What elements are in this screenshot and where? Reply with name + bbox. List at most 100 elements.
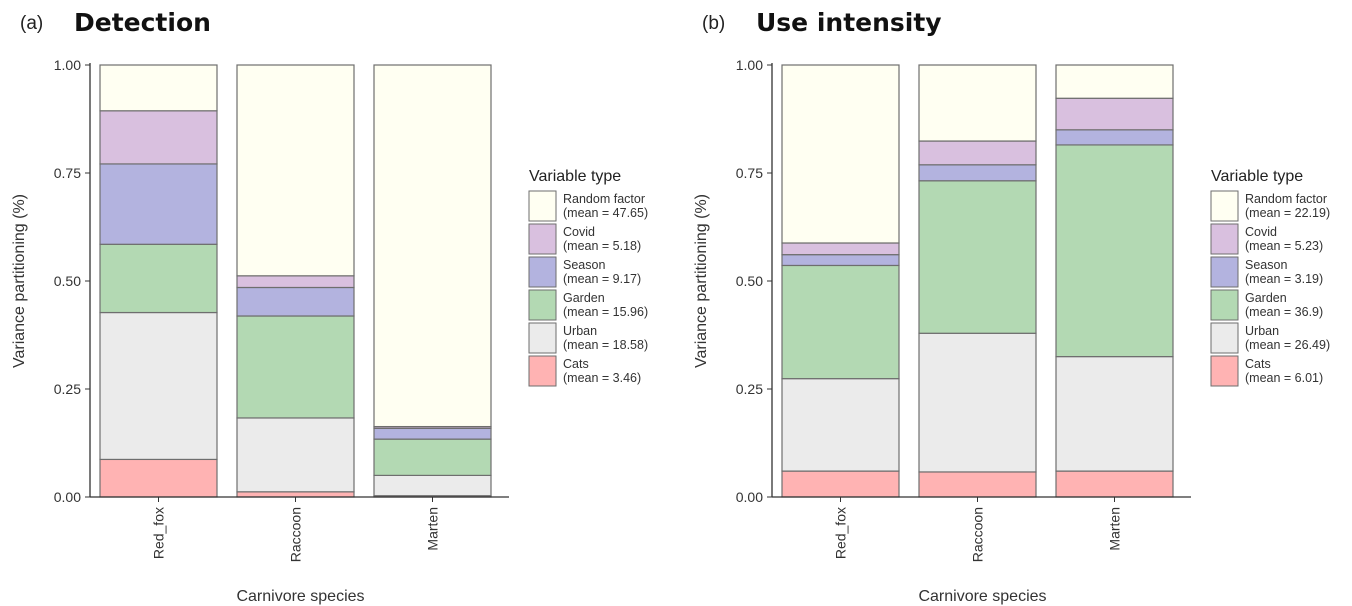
legend-mean-season: (mean = 3.19) xyxy=(1245,272,1323,286)
legend-item-urban: Urban(mean = 18.58) xyxy=(528,322,648,354)
legend-item-random-factor: Random factor(mean = 22.19) xyxy=(1210,190,1330,222)
legend-label-cats: Cats xyxy=(563,357,589,371)
x-tick-label-marten: Marten xyxy=(1107,507,1123,551)
legend-mean-season: (mean = 9.17) xyxy=(563,272,641,286)
bar-segment-season-marten xyxy=(1055,129,1174,146)
panel-label: (b) xyxy=(702,13,725,34)
legend-swatch-season xyxy=(528,256,557,288)
y-tick-label: 1.00 xyxy=(736,57,763,73)
y-tick-label: 0.25 xyxy=(736,381,763,397)
bar-segment-garden-marten xyxy=(373,438,492,476)
bar-segment-cats-red-fox xyxy=(781,470,900,498)
use-intensity-chart: (b) Use intensity Red_fox Raccoon Marten 0.00… xyxy=(693,8,1330,605)
legend-swatch-urban xyxy=(528,322,557,354)
legend-item-cats: Cats(mean = 6.01) xyxy=(1210,355,1323,387)
x-tick-label-marten: Marten xyxy=(425,507,441,551)
legend-item-random-factor: Random factor(mean = 47.65) xyxy=(528,190,648,222)
bar-stack-red-fox xyxy=(99,64,218,498)
legend-swatch-season xyxy=(1210,256,1239,288)
bar-segment-season-raccoon xyxy=(918,164,1037,182)
legend-swatch-garden xyxy=(1210,289,1239,321)
legend-item-garden: Garden(mean = 36.9) xyxy=(1210,289,1323,321)
bar-segment-garden-marten xyxy=(1055,144,1174,358)
y-tick-label: 0.00 xyxy=(54,489,81,505)
bar-segment-season-raccoon xyxy=(236,286,355,317)
legend-label-cats: Cats xyxy=(1245,357,1271,371)
bar-stack-marten xyxy=(373,64,492,498)
bar-segment-random-factor-red-fox xyxy=(781,64,900,244)
y-tick-label: 0.75 xyxy=(736,165,763,181)
bar-segment-urban-raccoon xyxy=(236,417,355,493)
legend-swatch-covid xyxy=(1210,223,1239,255)
bar-segment-covid-red-fox xyxy=(99,110,218,165)
legend-label-garden: Garden xyxy=(563,291,605,305)
bar-segment-garden-raccoon xyxy=(236,315,355,419)
bar-segment-urban-red-fox xyxy=(99,311,218,461)
bar-stack-marten xyxy=(1055,64,1174,498)
bar-segment-cats-marten xyxy=(1055,470,1174,498)
bar-segment-random-factor-raccoon xyxy=(918,64,1037,142)
x-tick-label-raccoon: Raccoon xyxy=(970,507,986,562)
y-tick-label: 1.00 xyxy=(54,57,81,73)
bar-segment-urban-marten xyxy=(373,474,492,497)
bar-segment-cats-raccoon xyxy=(236,491,355,498)
x-tick-label-red-fox: Red_fox xyxy=(151,507,167,559)
bar-segment-covid-red-fox xyxy=(781,242,900,256)
legend-item-season: Season(mean = 9.17) xyxy=(528,256,641,288)
bar-segment-garden-raccoon xyxy=(918,180,1037,334)
y-tick-label: 0.25 xyxy=(54,381,81,397)
bar-segment-random-factor-marten xyxy=(1055,64,1174,99)
detection-chart: (a) Detection Red_fox Raccoon Marten 0.00 0.25… xyxy=(11,8,648,605)
bar-segment-random-factor-marten xyxy=(373,64,492,428)
legend-label-season: Season xyxy=(563,258,605,272)
bar-stack-red-fox xyxy=(781,64,900,498)
bar-segment-urban-red-fox xyxy=(781,378,900,472)
legend-label-garden: Garden xyxy=(1245,291,1287,305)
legend-title: Variable type xyxy=(1211,168,1303,185)
bar-segment-covid-raccoon xyxy=(236,275,355,289)
legend-label-urban: Urban xyxy=(1245,324,1279,338)
legend-label-random-factor: Random factor xyxy=(563,192,645,206)
legend-mean-urban: (mean = 26.49) xyxy=(1245,338,1330,352)
legend-mean-urban: (mean = 18.58) xyxy=(563,338,648,352)
chart-title: Detection xyxy=(74,8,211,37)
bar-segment-season-marten xyxy=(373,427,492,440)
legend-swatch-random-factor xyxy=(528,190,557,222)
x-axis-title: Carnivore species xyxy=(236,588,364,605)
legend-mean-garden: (mean = 36.9) xyxy=(1245,305,1323,319)
legend-item-season: Season(mean = 3.19) xyxy=(1210,256,1323,288)
use-intensity-panel: (b) Use intensity Red_fox Raccoon Marten 0.00… xyxy=(682,0,1352,606)
bar-segment-garden-red-fox xyxy=(99,243,218,314)
legend-label-covid: Covid xyxy=(563,225,595,239)
bar-stack-raccoon xyxy=(918,64,1037,498)
x-axis-title: Carnivore species xyxy=(918,588,1046,605)
legend-swatch-random-factor xyxy=(1210,190,1239,222)
legend-item-urban: Urban(mean = 26.49) xyxy=(1210,322,1330,354)
legend-label-urban: Urban xyxy=(563,324,597,338)
legend-mean-cats: (mean = 3.46) xyxy=(563,371,641,385)
bar-segment-season-red-fox xyxy=(99,163,218,245)
legend-item-covid: Covid(mean = 5.18) xyxy=(528,223,641,255)
legend-label-season: Season xyxy=(1245,258,1287,272)
legend-mean-covid: (mean = 5.18) xyxy=(563,239,641,253)
bar-segment-cats-raccoon xyxy=(918,471,1037,498)
bar-stack-raccoon xyxy=(236,64,355,498)
chart-title: Use intensity xyxy=(756,8,942,37)
legend-mean-cats: (mean = 6.01) xyxy=(1245,371,1323,385)
bar-segment-covid-marten xyxy=(1055,97,1174,131)
y-axis-title: Variance partitioning (%) xyxy=(693,194,710,368)
bar-segment-urban-raccoon xyxy=(918,332,1037,473)
legend-swatch-urban xyxy=(1210,322,1239,354)
y-tick-label: 0.00 xyxy=(736,489,763,505)
detection-panel: (a) Detection Red_fox Raccoon Marten 0.00 0.25… xyxy=(11,8,648,605)
bar-segment-season-red-fox xyxy=(781,254,900,267)
legend-swatch-cats xyxy=(1210,355,1239,387)
bar-segment-garden-red-fox xyxy=(781,264,900,380)
legend-item-garden: Garden(mean = 15.96) xyxy=(528,289,648,321)
legend-mean-random-factor: (mean = 47.65) xyxy=(563,206,648,220)
legend-item-covid: Covid(mean = 5.23) xyxy=(1210,223,1323,255)
legend-label-covid: Covid xyxy=(1245,225,1277,239)
legend-swatch-cats xyxy=(528,355,557,387)
legend-mean-covid: (mean = 5.23) xyxy=(1245,239,1323,253)
bar-segment-urban-marten xyxy=(1055,356,1174,472)
